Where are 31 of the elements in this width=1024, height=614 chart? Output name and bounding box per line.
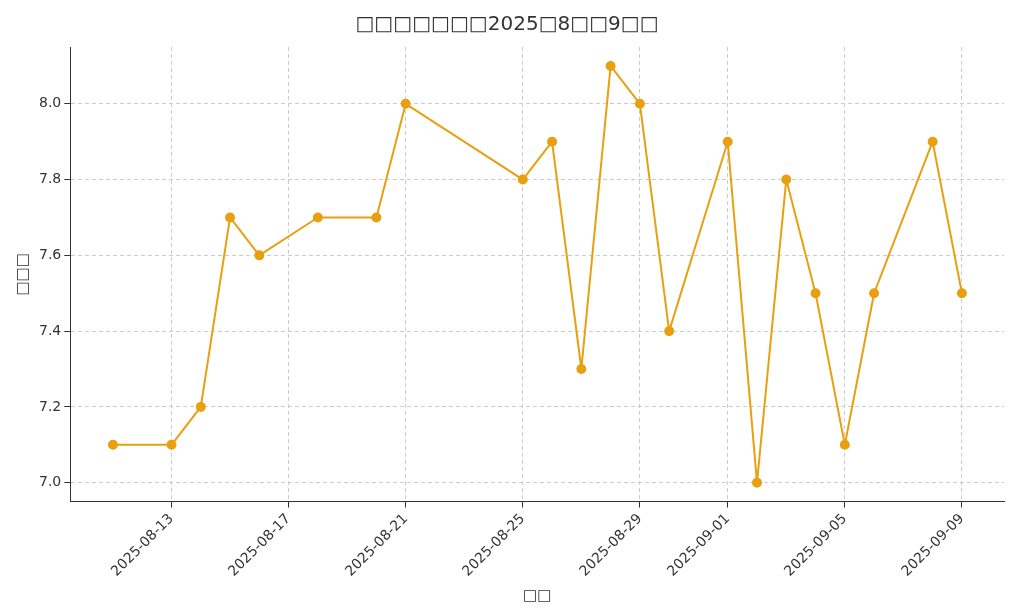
point [722,136,733,147]
point [956,288,967,299]
point [576,364,587,374]
y-tick-label: 8.0 [39,94,62,111]
y-tick-label: 7.0 [39,473,62,490]
chart-title: □□□□□□□2025□8□□9□□ [355,11,659,36]
x-axis-title: □□ [522,585,552,604]
point [869,288,880,299]
point [605,60,616,71]
point [634,98,645,109]
point [107,439,118,450]
point [371,212,382,223]
point [254,250,265,261]
point [752,477,762,488]
point [166,439,177,450]
point [927,136,938,147]
point [664,326,675,337]
y-tick-label: 7.2 [39,397,62,414]
point [547,136,558,147]
point [225,212,236,223]
point [400,98,411,109]
y-tick-label: 7.8 [39,170,62,187]
point [781,174,792,185]
point [839,439,850,450]
y-tick-label: 7.6 [39,245,62,262]
y-tick-label: 7.4 [39,321,62,338]
point [517,174,528,185]
point [195,401,206,412]
point [810,288,821,299]
y-axis-title: □□□ [12,253,31,296]
point [312,212,323,223]
